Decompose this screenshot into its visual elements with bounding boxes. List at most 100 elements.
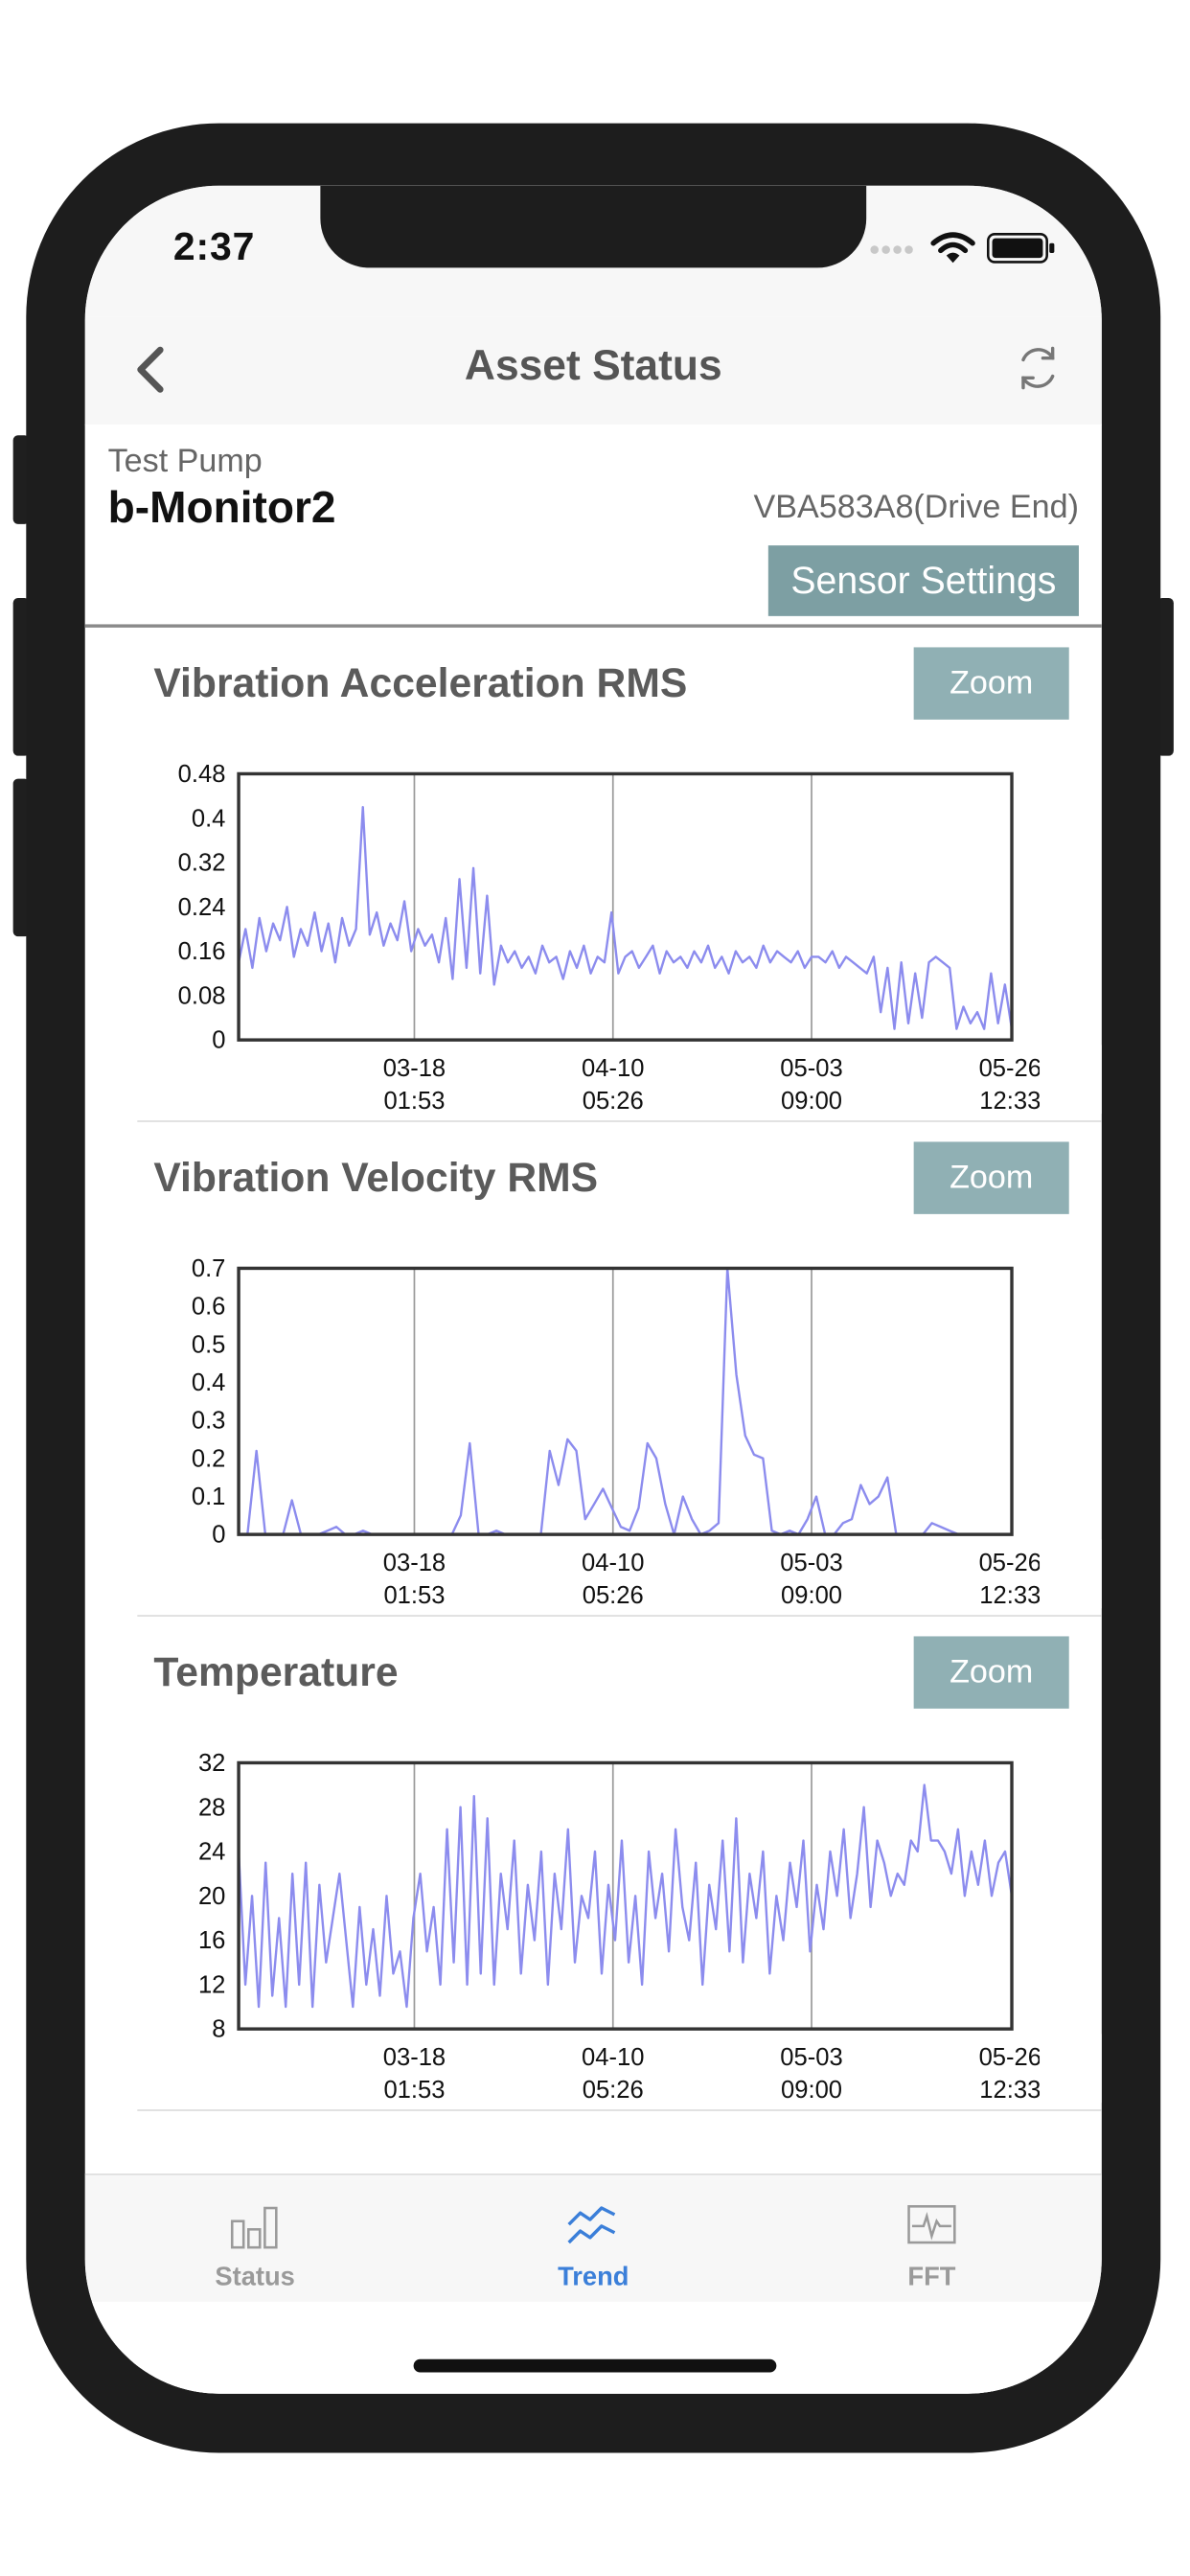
status-icons	[866, 228, 1063, 267]
y-tick-label: 0	[212, 1027, 225, 1054]
y-tick-label: 8	[212, 2016, 225, 2043]
x-tick-label: 01:53	[383, 1088, 445, 1114]
refresh-button[interactable]	[1010, 340, 1065, 396]
x-tick-label: 05-26	[979, 1550, 1041, 1576]
plot-frame	[237, 1266, 1014, 1536]
y-tick-label: 24	[198, 1839, 225, 1866]
tab-fft-label: FFT	[907, 2264, 956, 2292]
tab-trend[interactable]: Trend	[479, 2201, 708, 2316]
x-tick-label: 12:33	[979, 2077, 1041, 2103]
x-tick-label: 03-18	[383, 1055, 446, 1082]
asset-group-label: Test Pump	[107, 443, 263, 480]
volume-up-button	[12, 598, 30, 756]
y-tick-label: 0.24	[178, 894, 226, 921]
y-tick-label: 0.08	[178, 982, 226, 1009]
x-tick-label: 03-18	[383, 2044, 446, 2071]
series-line	[239, 1268, 1013, 1535]
page-title: Asset Status	[464, 339, 722, 390]
x-tick-label: 01:53	[383, 1582, 445, 1608]
asset-header: Test Pump b-Monitor2 VBA583A8(Drive End)…	[84, 424, 1102, 628]
x-tick-label: 03-18	[383, 1550, 446, 1576]
temperature-chart: 32 28 24 20 16 12 8 03-18 01:53 04-10 05:26 05-03 09…	[198, 1750, 1102, 2104]
acceleration-chart: 0.48 0.4 0.32 0.24 0.16 0.08 0 03-18 01:53 04-10 0…	[178, 761, 1102, 1115]
y-tick-label: 0.3	[192, 1408, 226, 1435]
x-tick-label: 04-10	[582, 2044, 644, 2071]
phone-screen: 2:37	[84, 185, 1102, 2394]
chart-title: Vibration Acceleration RMS	[153, 660, 688, 707]
x-tick-label: 04-10	[582, 1055, 644, 1082]
x-tick-label: 05-03	[780, 1550, 842, 1576]
y-tick-label: 0.4	[192, 1369, 226, 1396]
x-tick-label: 12:33	[979, 1582, 1041, 1608]
plot-frame	[237, 771, 1014, 1042]
status-time: 2:37	[172, 224, 256, 270]
x-tick-label: 09:00	[781, 1088, 842, 1114]
wifi-icon	[930, 232, 975, 264]
y-tick-label: 0.6	[192, 1294, 226, 1321]
plot-frame	[237, 1760, 1014, 2031]
tab-fft[interactable]: FFT	[817, 2201, 1046, 2316]
y-tick-label: 0.4	[192, 805, 226, 832]
tab-status[interactable]: Status	[141, 2201, 370, 2316]
volume-down-button	[12, 778, 30, 937]
chart-title: Vibration Velocity RMS	[153, 1155, 599, 1202]
y-tick-label: 0.5	[192, 1331, 226, 1358]
x-tick-label: 05:26	[583, 2077, 644, 2103]
y-tick-label: 0.16	[178, 938, 226, 965]
x-tick-label: 05:26	[583, 1582, 644, 1608]
velocity-chart: 0.7 0.6 0.5 0.4 0.3 0.2 0.1 0 03-18 01:53 04-10 05:…	[192, 1255, 1102, 1609]
y-tick-label: 0.32	[178, 850, 226, 877]
y-tick-label: 32	[198, 1750, 225, 1777]
chart-panel-acceleration: Vibration Acceleration RMS Zoom 0.48 0.4 0…	[137, 628, 1102, 1122]
sensor-settings-button[interactable]: Sensor Settings	[767, 545, 1079, 616]
battery-icon	[986, 233, 1055, 264]
refresh-icon	[1021, 346, 1055, 390]
mute-switch	[12, 435, 30, 524]
label-clip-mask	[1040, 1045, 1102, 1115]
y-tick-label: 20	[198, 1883, 225, 1910]
x-tick-label: 01:53	[383, 2077, 445, 2103]
asset-name: b-Monitor2	[107, 483, 336, 533]
chart-panel-temperature: Temperature Zoom 32 28 24 20 16 12 8 03-18 01:53…	[137, 1617, 1102, 2111]
zoom-button-temperature[interactable]: Zoom	[913, 1636, 1069, 1709]
x-tick-label: 05-03	[780, 2044, 842, 2071]
bar-chart-icon	[230, 2206, 278, 2249]
notch	[320, 185, 867, 268]
signal-icon	[870, 232, 1055, 264]
x-tick-label: 05-26	[979, 1055, 1041, 1082]
chart-panel-velocity: Vibration Velocity RMS Zoom 0.7 0.6 0.5 0.4…	[137, 1122, 1102, 1617]
label-clip-mask	[1040, 1539, 1102, 1609]
y-tick-label: 0.2	[192, 1445, 226, 1472]
tab-trend-label: Trend	[558, 2264, 629, 2292]
back-button[interactable]	[125, 336, 183, 402]
tab-status-label: Status	[215, 2264, 295, 2292]
x-tick-label: 05-26	[979, 2044, 1041, 2071]
power-button	[1156, 598, 1174, 756]
zoom-button-acceleration[interactable]: Zoom	[913, 647, 1069, 720]
y-tick-label: 12	[198, 1971, 225, 1998]
trend-icon	[567, 2206, 616, 2244]
chart-title: Temperature	[153, 1649, 399, 1696]
x-tick-label: 05-03	[780, 1055, 842, 1082]
home-area	[84, 2301, 1102, 2394]
x-tick-label: 09:00	[781, 2077, 842, 2103]
chevron-left-icon	[137, 346, 164, 393]
label-clip-mask	[1040, 2034, 1102, 2104]
y-tick-label: 16	[198, 1927, 225, 1954]
y-tick-label: 0.1	[192, 1484, 226, 1510]
nav-bar: Asset Status	[84, 316, 1102, 426]
home-indicator[interactable]	[413, 2358, 777, 2373]
x-tick-label: 09:00	[781, 1582, 842, 1608]
sensor-id-label: VBA583A8(Drive End)	[753, 489, 1079, 526]
x-tick-label: 12:33	[979, 1088, 1041, 1114]
x-tick-label: 04-10	[582, 1550, 644, 1576]
y-tick-label: 0.48	[178, 761, 226, 788]
series-line	[239, 806, 1013, 1030]
zoom-button-velocity[interactable]: Zoom	[913, 1141, 1069, 1214]
y-tick-label: 0.7	[192, 1255, 226, 1282]
x-tick-label: 05:26	[583, 1088, 644, 1114]
series-line	[239, 1783, 1013, 2009]
waveform-icon	[907, 2205, 956, 2244]
y-tick-label: 28	[198, 1794, 225, 1821]
